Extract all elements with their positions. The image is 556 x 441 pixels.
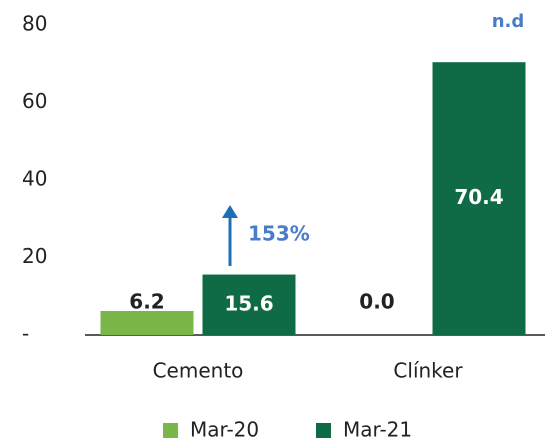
y-tick-label: 60 [22, 89, 47, 113]
data-label: 70.4 [454, 185, 503, 209]
annotation: n.d [492, 11, 525, 32]
y-tick-label: - [22, 322, 29, 346]
bar [100, 310, 194, 335]
legend-label: Mar-20 [190, 418, 259, 441]
annotation: 153% [248, 222, 310, 246]
bar [432, 62, 526, 335]
data-label: 15.6 [224, 291, 273, 315]
y-tick-label: 80 [22, 12, 47, 36]
y-tick-label: 20 [22, 244, 47, 268]
data-label: 0.0 [359, 290, 394, 314]
y-tick-label: 40 [22, 167, 47, 191]
growth-arrow [222, 205, 238, 266]
data-label: 6.2 [129, 290, 164, 314]
x-tick-label: Cemento [153, 359, 244, 383]
legend-swatch [163, 423, 178, 438]
legend-swatch [316, 423, 331, 438]
bar [202, 274, 296, 335]
x-tick-label: Clínker [393, 359, 463, 383]
legend-label: Mar-21 [343, 418, 412, 441]
